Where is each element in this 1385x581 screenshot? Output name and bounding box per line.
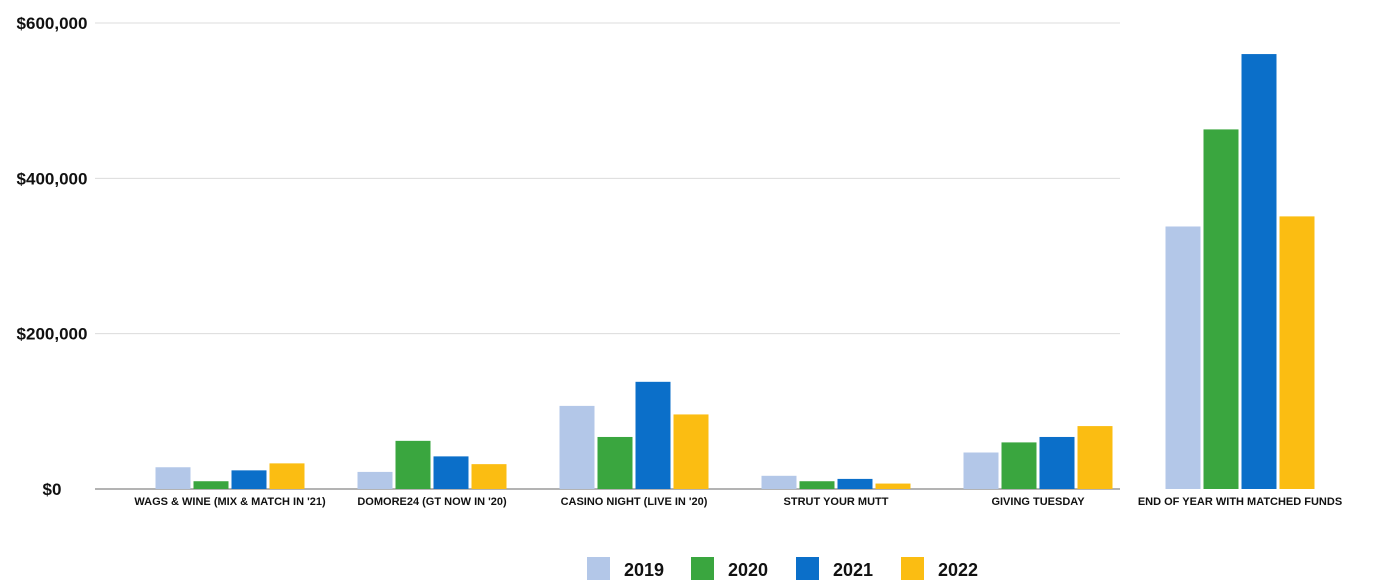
- bar-2022: [1279, 216, 1315, 489]
- x-tick-label: GIVING TUESDAY: [991, 496, 1085, 508]
- legend-swatch-2021: [796, 557, 819, 580]
- bar-2019: [155, 467, 191, 489]
- bar-2022: [673, 414, 709, 489]
- y-axis: $0 $200,000 $400,000 $600,000: [17, 14, 88, 499]
- bar-2021: [433, 456, 469, 489]
- bar-2022: [471, 464, 507, 489]
- bar-2020: [799, 481, 835, 489]
- bar-2020: [597, 436, 633, 489]
- bar-2021: [231, 470, 267, 489]
- x-tick-label: DOMORE24 (GT NOW IN '20): [357, 496, 507, 508]
- bar-2021: [1039, 436, 1075, 489]
- y-tick-label: $200,000: [17, 325, 88, 344]
- bar-2021: [1241, 54, 1277, 490]
- bar-2019: [559, 405, 595, 489]
- bar-2020: [1203, 129, 1239, 490]
- legend-swatch-2022: [901, 557, 924, 580]
- bar-2021: [635, 381, 671, 489]
- legend-label-2019: 2019: [624, 560, 664, 580]
- legend-label-2020: 2020: [728, 560, 768, 580]
- legend: 2019 2020 2021 2022: [587, 557, 978, 580]
- bar-2019: [963, 452, 999, 489]
- x-tick-label: WAGS & WINE (MIX & MATCH IN '21): [134, 496, 326, 508]
- bar-2020: [395, 440, 431, 489]
- x-tick-label: CASINO NIGHT (LIVE IN '20): [561, 496, 708, 508]
- bar-2021: [837, 478, 873, 489]
- bar-2019: [761, 475, 797, 489]
- bars: [155, 54, 1315, 490]
- y-tick-label: $0: [43, 480, 62, 499]
- y-tick-label: $600,000: [17, 14, 88, 33]
- x-axis: WAGS & WINE (MIX & MATCH IN '21) DOMORE24…: [134, 496, 1342, 508]
- gridlines: [95, 22, 1120, 490]
- legend-swatch-2019: [587, 557, 610, 580]
- bar-2022: [875, 483, 911, 489]
- bar-2020: [1001, 442, 1037, 489]
- legend-label-2022: 2022: [938, 560, 978, 580]
- bar-2020: [193, 481, 229, 489]
- bar-2022: [269, 463, 305, 489]
- legend-swatch-2020: [691, 557, 714, 580]
- bar-2022: [1077, 426, 1113, 489]
- x-tick-label: STRUT YOUR MUTT: [784, 496, 889, 508]
- y-tick-label: $400,000: [17, 169, 88, 188]
- bar-2019: [1165, 226, 1201, 489]
- legend-label-2021: 2021: [833, 560, 873, 580]
- x-tick-label: END OF YEAR WITH MATCHED FUNDS: [1138, 496, 1342, 508]
- bar-2019: [357, 471, 393, 489]
